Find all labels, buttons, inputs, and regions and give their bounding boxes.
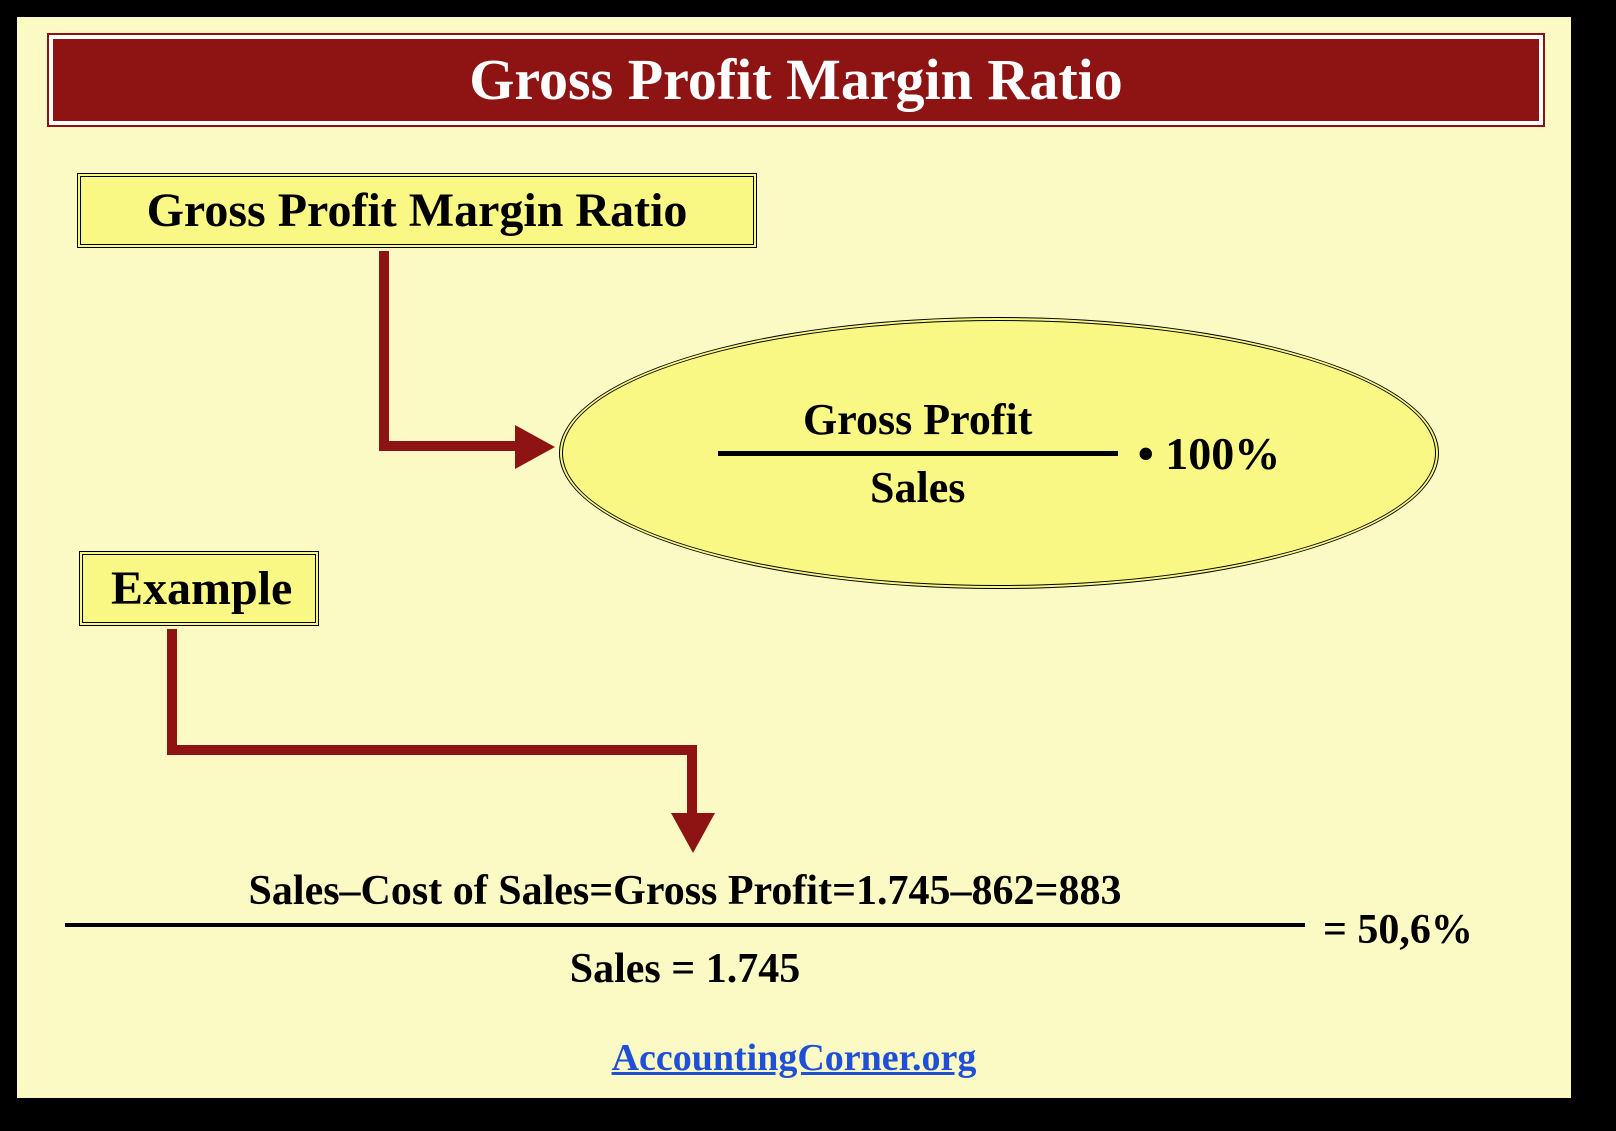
arrow-ratio-horizontal bbox=[379, 441, 517, 451]
footer-link-text[interactable]: AccountingCorner.org bbox=[612, 1037, 977, 1079]
formula-denominator: Sales bbox=[870, 462, 965, 513]
arrow-example-vertical2 bbox=[687, 745, 697, 815]
title-banner: Gross Profit Margin Ratio bbox=[49, 35, 1543, 125]
arrow-ratio-head-icon bbox=[515, 425, 555, 469]
arrow-example-horizontal bbox=[167, 745, 695, 755]
calculation-result: = 50,6% bbox=[1323, 906, 1473, 954]
ratio-label-box: Gross Profit Margin Ratio bbox=[77, 173, 757, 248]
formula-ellipse: Gross Profit Sales • 100% bbox=[559, 317, 1439, 589]
footer-link[interactable]: AccountingCorner.org bbox=[17, 1036, 1571, 1080]
arrow-example-vertical1 bbox=[167, 629, 177, 751]
formula-multiplier: • 100% bbox=[1138, 427, 1281, 480]
formula-divider bbox=[718, 451, 1118, 456]
slide-container: Gross Profit Margin Ratio Gross Profit M… bbox=[14, 14, 1574, 1101]
formula-numerator: Gross Profit bbox=[803, 394, 1032, 445]
formula-fraction: Gross Profit Sales bbox=[718, 394, 1118, 513]
arrow-ratio-vertical bbox=[379, 251, 389, 447]
example-label-box: Example bbox=[79, 551, 319, 626]
calculation-fraction: Sales–Cost of Sales=Gross Profit=1.745–8… bbox=[65, 867, 1305, 993]
calculation-numerator: Sales–Cost of Sales=Gross Profit=1.745–8… bbox=[239, 867, 1132, 923]
formula-content: Gross Profit Sales • 100% bbox=[718, 394, 1281, 513]
calculation-denominator: Sales = 1.745 bbox=[570, 927, 800, 993]
calculation-row: Sales–Cost of Sales=Gross Profit=1.745–8… bbox=[65, 867, 1575, 993]
arrow-example-head-icon bbox=[671, 813, 715, 853]
